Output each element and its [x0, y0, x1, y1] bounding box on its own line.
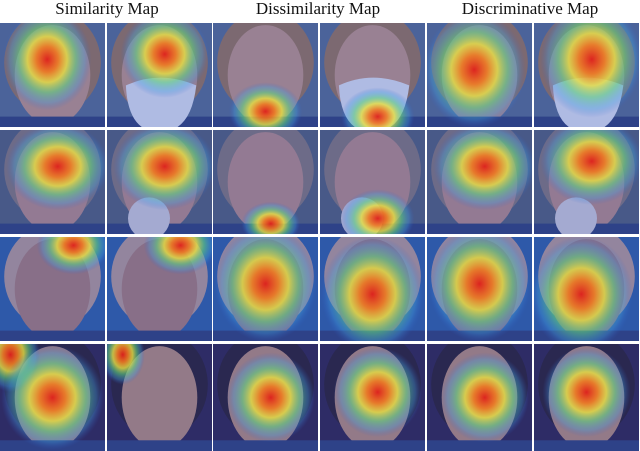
heat-blob: [107, 344, 145, 385]
heatmap-image: [534, 344, 639, 451]
image-content: [427, 23, 532, 127]
heat-blob: [333, 347, 422, 438]
heatmap-image: [534, 23, 639, 127]
heatmap-image: [534, 130, 639, 234]
heatmap-image: [320, 130, 425, 234]
heat-blob: [228, 82, 303, 127]
image-content: [213, 237, 318, 341]
image-content: [427, 344, 532, 451]
image-content: [320, 23, 425, 127]
heat-blob: [427, 23, 526, 127]
heatmap-image: [320, 237, 425, 341]
heat-blob: [534, 237, 633, 341]
heatmap-image: [534, 237, 639, 341]
image-content: [107, 237, 212, 341]
heatmap-image: [320, 23, 425, 127]
shoulders: [0, 116, 105, 127]
shoulders: [320, 440, 425, 451]
image-content: [320, 130, 425, 234]
shoulders: [427, 440, 532, 451]
heatmap-image: [0, 344, 105, 451]
column-header: Dissimilarity Map: [256, 0, 380, 18]
heatmap-image: [213, 130, 318, 234]
heat-blob: [542, 347, 631, 438]
heat-blob: [440, 352, 529, 443]
heat-blob: [428, 237, 531, 341]
heat-blob: [3, 23, 92, 111]
heat-blob: [36, 237, 105, 275]
heat-blob: [540, 130, 639, 205]
heat-blob: [321, 237, 424, 341]
image-content: [213, 130, 318, 234]
heatmap-image: [427, 130, 532, 234]
image-content: [534, 130, 639, 234]
heatmap-image: [213, 23, 318, 127]
image-content: [534, 344, 639, 451]
image-content: [534, 23, 639, 127]
column-header: Similarity Map: [55, 0, 158, 18]
heatmap-image: [107, 23, 212, 127]
face-mask: [555, 197, 597, 234]
heat-blob: [433, 130, 532, 211]
image-content: [107, 130, 212, 234]
shoulders: [0, 330, 105, 341]
image-content: [320, 344, 425, 451]
heat-blob: [1, 345, 104, 450]
column-header: Discriminative Map: [462, 0, 598, 18]
heat-blob: [341, 87, 415, 127]
image-content: [534, 237, 639, 341]
heatmap-image: [107, 130, 212, 234]
heatmap-image: [107, 344, 212, 451]
heat-blob: [226, 352, 315, 443]
image-content: [213, 23, 318, 127]
image-content: [320, 237, 425, 341]
heatmap-image: [0, 23, 105, 127]
image-content: [107, 23, 212, 127]
heat-blob: [341, 189, 415, 234]
heat-blob: [214, 237, 317, 341]
shoulders: [534, 440, 639, 451]
heat-blob: [6, 130, 105, 211]
image-content: [107, 344, 212, 451]
heatmap-image: [107, 237, 212, 341]
heat-blob: [120, 23, 209, 98]
heatmap-image: [0, 237, 105, 341]
heat-blob: [540, 23, 639, 118]
heatmap-image: [0, 130, 105, 234]
image-content: [0, 237, 105, 341]
image-content: [0, 23, 105, 127]
image-content: [0, 344, 105, 451]
image-content: [0, 130, 105, 234]
shoulders: [427, 223, 532, 234]
shoulders: [213, 440, 318, 451]
heatmap-image: [213, 344, 318, 451]
heat-blob: [143, 237, 212, 275]
image-content: [213, 344, 318, 451]
heatmap-image: [427, 23, 532, 127]
heat-blob: [241, 201, 301, 234]
heatmap-image: [427, 344, 532, 451]
heatmap-image: [213, 237, 318, 341]
image-content: [427, 130, 532, 234]
heat-blob: [113, 130, 212, 211]
shoulders: [0, 223, 105, 234]
shoulders: [107, 330, 212, 341]
heatmap-image: [320, 344, 425, 451]
image-content: [427, 237, 532, 341]
heatmap-image: [427, 237, 532, 341]
shoulders: [107, 440, 212, 451]
